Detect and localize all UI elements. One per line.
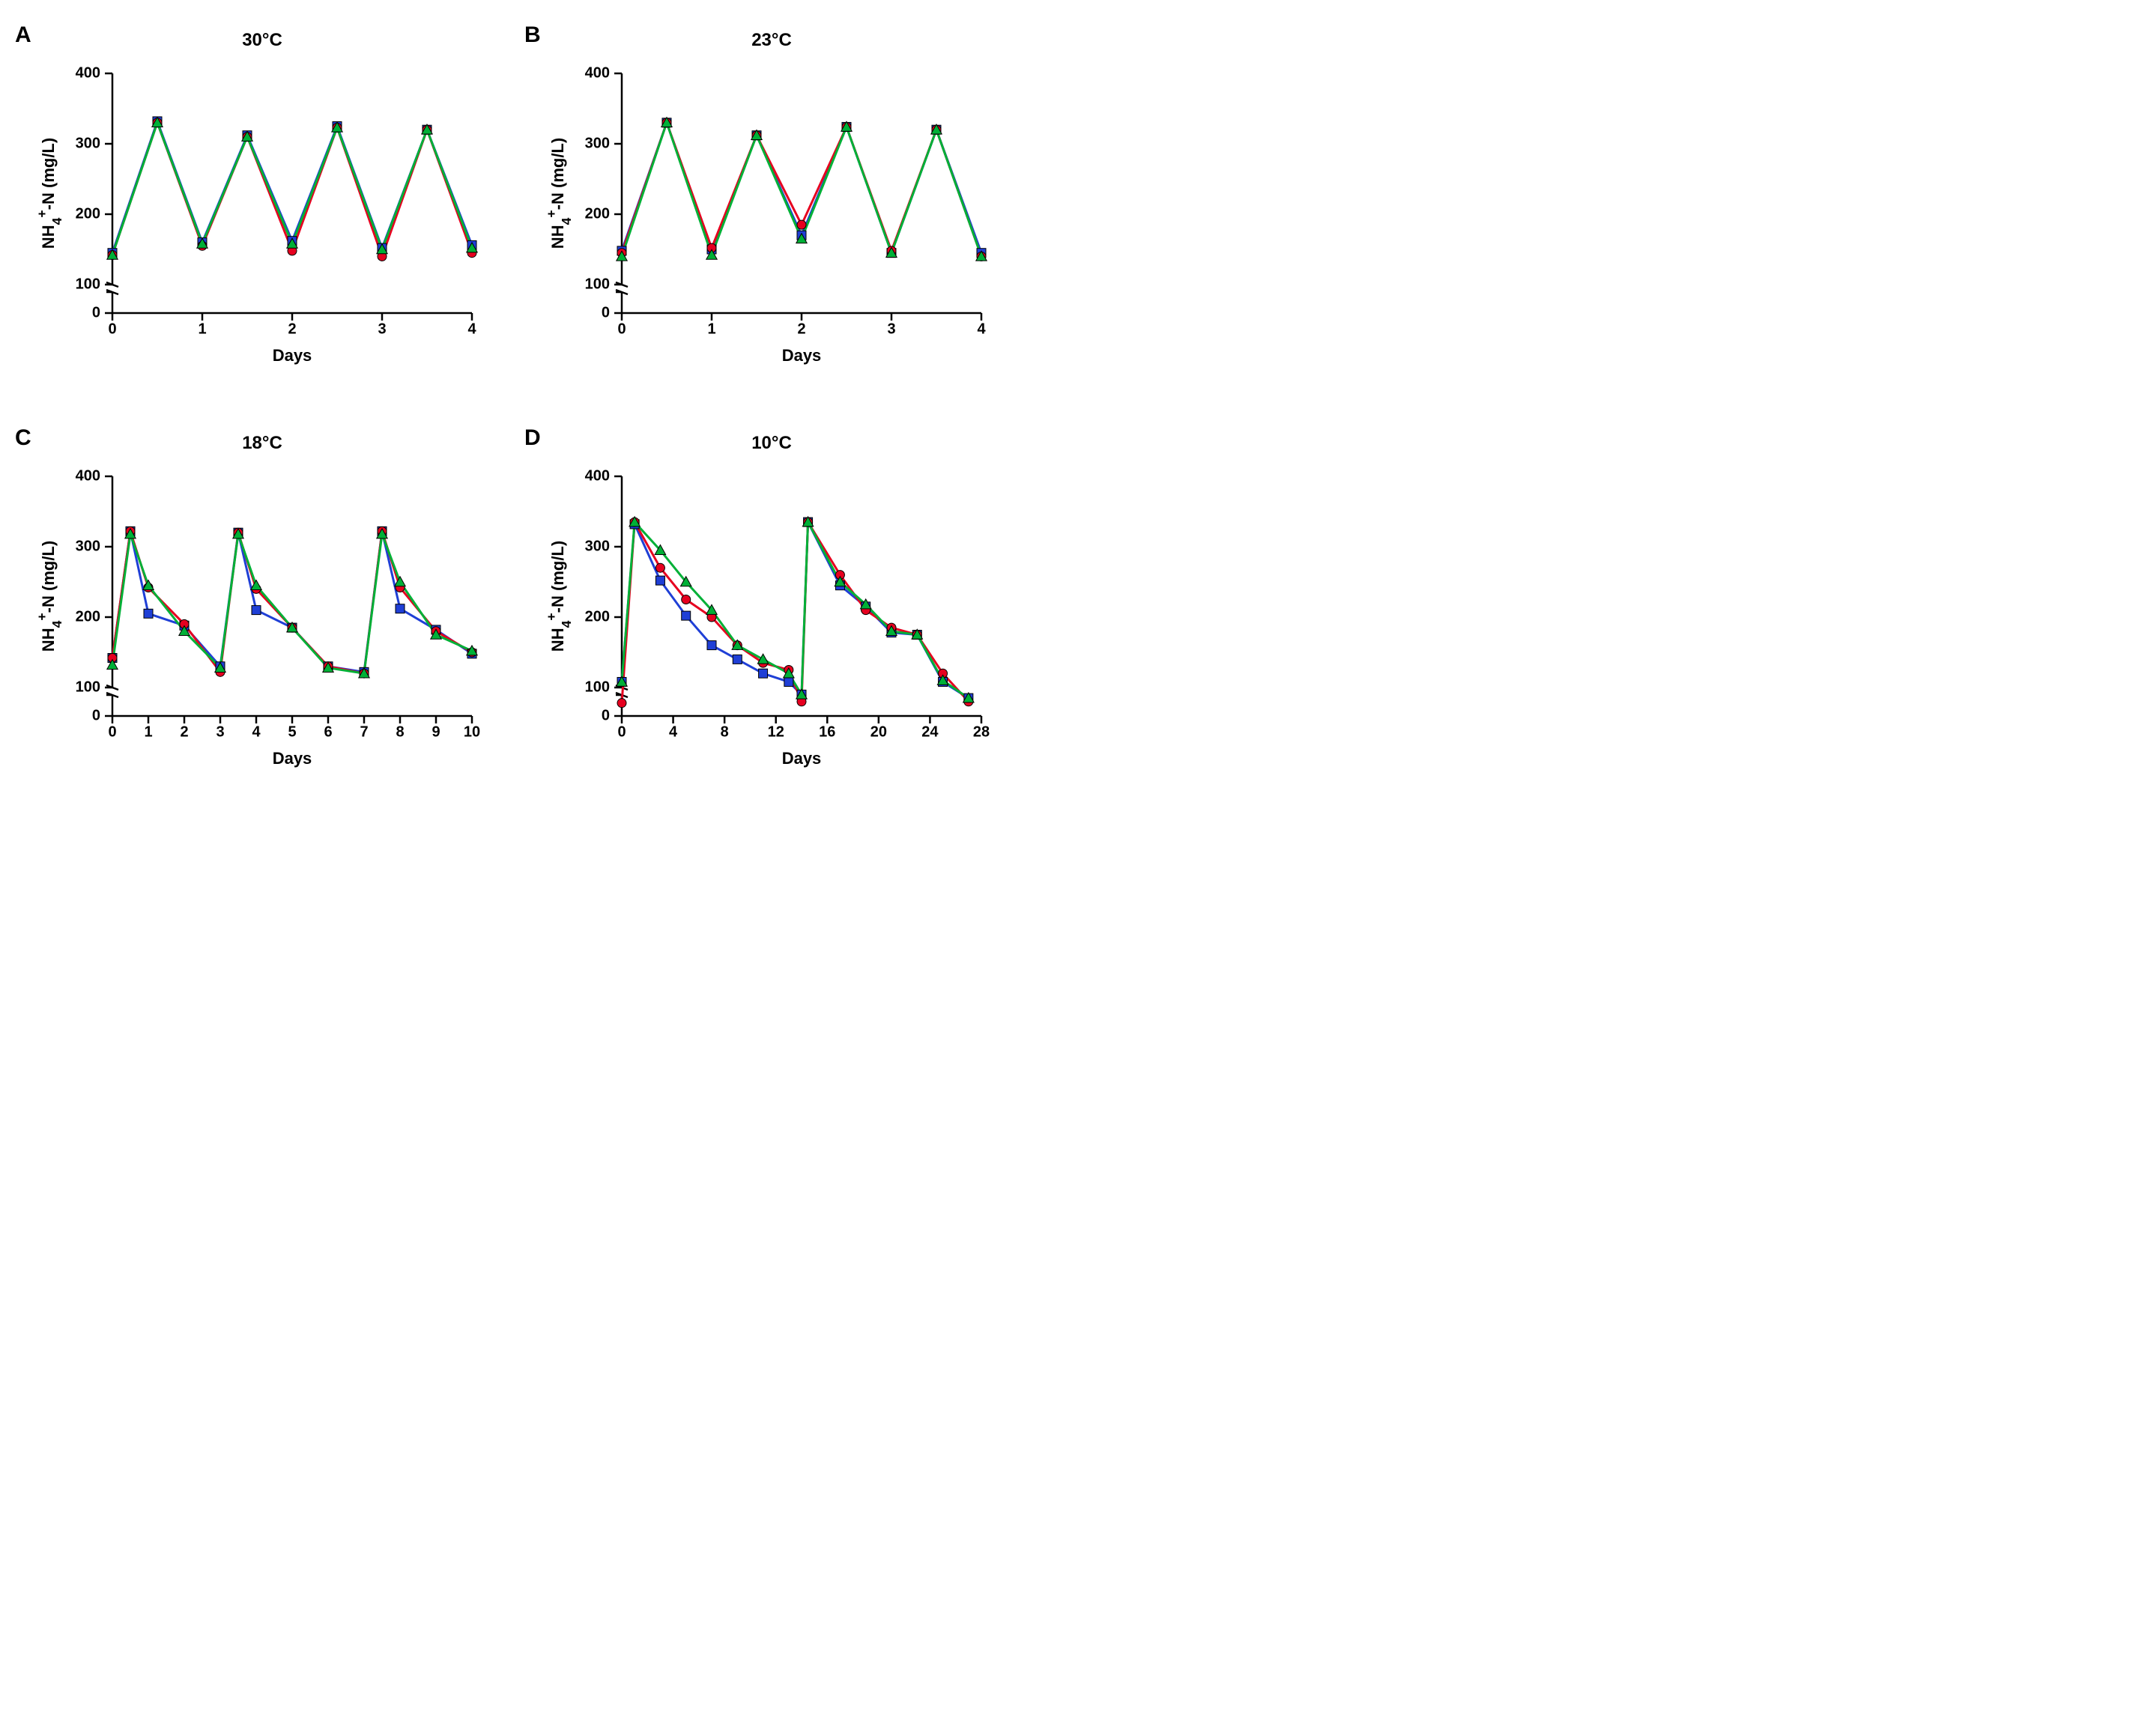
svg-text:20: 20 (870, 724, 887, 741)
svg-text:0: 0 (617, 321, 626, 338)
svg-text:0: 0 (617, 724, 626, 741)
svg-text:0: 0 (108, 724, 116, 741)
panel-letter: A (15, 22, 31, 48)
svg-text:400: 400 (76, 467, 100, 484)
x-axis-title: Days (782, 749, 822, 768)
svg-text:300: 300 (76, 135, 100, 151)
svg-text:4: 4 (669, 724, 678, 741)
svg-text:2: 2 (288, 321, 296, 338)
chart-C: 0 100 200 300 400 0 1 2 3 4 5 6 7 8 9 10 Days NH4+-N (mg/… (30, 461, 487, 776)
svg-text:400: 400 (76, 64, 100, 81)
svg-text:3: 3 (378, 321, 386, 338)
svg-text:4: 4 (467, 321, 476, 338)
svg-text:0: 0 (602, 707, 610, 723)
svg-text:7: 7 (360, 724, 368, 741)
panel-letter: B (524, 22, 541, 48)
svg-text:0: 0 (92, 304, 100, 321)
panel-title: 30°C (30, 30, 494, 51)
x-axis-title: Days (782, 346, 822, 365)
svg-text:8: 8 (396, 724, 404, 741)
svg-text:300: 300 (585, 538, 610, 554)
svg-text:200: 200 (585, 608, 610, 625)
svg-text:5: 5 (288, 724, 296, 741)
series-s2 (622, 522, 969, 703)
svg-text:400: 400 (585, 467, 610, 484)
panel-C: C18°C0100200300400012345678910DaysNH4+-N… (30, 433, 494, 776)
svg-text:2: 2 (180, 724, 188, 741)
panel-title: 18°C (30, 433, 494, 454)
y-axis-title: NH4+-N (mg/L) (544, 541, 574, 652)
series-s1 (622, 522, 969, 698)
chart-A: 0 100 200 300 400 0 1 2 3 4 Days NH4+-N (mg/L) (30, 58, 487, 373)
svg-text:300: 300 (76, 538, 100, 554)
series-s3 (112, 534, 472, 673)
svg-text:4: 4 (252, 724, 261, 741)
series-s3 (622, 522, 969, 698)
y-axis-title: NH4+-N (mg/L) (34, 541, 64, 652)
svg-text:4: 4 (977, 321, 986, 338)
svg-text:1: 1 (707, 321, 715, 338)
svg-text:9: 9 (431, 724, 440, 741)
svg-text:24: 24 (921, 724, 939, 741)
svg-text:8: 8 (721, 724, 729, 741)
svg-text:400: 400 (585, 64, 610, 81)
panel-letter: D (524, 425, 541, 451)
svg-text:3: 3 (216, 724, 224, 741)
svg-text:0: 0 (92, 707, 100, 723)
svg-text:100: 100 (76, 679, 100, 695)
panel-D: D10°C01002003004000481216202428DaysNH4+-… (539, 433, 1004, 776)
panel-title: 10°C (539, 433, 1004, 454)
x-axis-title: Days (273, 346, 312, 365)
svg-text:16: 16 (819, 724, 835, 741)
svg-text:100: 100 (76, 276, 100, 292)
svg-text:0: 0 (108, 321, 116, 338)
y-axis-title: NH4+-N (mg/L) (544, 138, 574, 249)
svg-text:1: 1 (198, 321, 206, 338)
svg-text:28: 28 (973, 724, 990, 741)
y-axis-title: NH4+-N (mg/L) (34, 138, 64, 249)
svg-text:200: 200 (76, 205, 100, 222)
svg-text:200: 200 (76, 608, 100, 625)
svg-text:10: 10 (464, 724, 480, 741)
panel-A: A30°C010020030040001234DaysNH4+-N (mg/L) (30, 30, 494, 373)
series-s1 (112, 121, 472, 253)
svg-text:100: 100 (585, 679, 610, 695)
panel-letter: C (15, 425, 31, 451)
svg-text:0: 0 (602, 304, 610, 321)
chart-D: 0 100 200 300 400 0 4 8 12 16 20 24 28 Days NH4+-N (mg… (539, 461, 996, 776)
series-s1 (112, 531, 472, 672)
series-s2 (112, 531, 472, 673)
svg-text:3: 3 (887, 321, 895, 338)
svg-text:12: 12 (768, 724, 784, 741)
panel-title: 23°C (539, 30, 1004, 51)
x-axis-title: Days (273, 749, 312, 768)
svg-text:200: 200 (585, 205, 610, 222)
panel-B: B23°C010020030040001234DaysNH4+-N (mg/L) (539, 30, 1004, 373)
svg-text:300: 300 (585, 135, 610, 151)
svg-text:100: 100 (585, 276, 610, 292)
svg-text:2: 2 (797, 321, 805, 338)
svg-text:6: 6 (324, 724, 332, 741)
svg-text:1: 1 (144, 724, 152, 741)
chart-grid: A30°C010020030040001234DaysNH4+-N (mg/L)… (30, 30, 1004, 776)
chart-B: 0 100 200 300 400 0 1 2 3 4 Days NH4+-N (mg/L) (539, 58, 996, 373)
